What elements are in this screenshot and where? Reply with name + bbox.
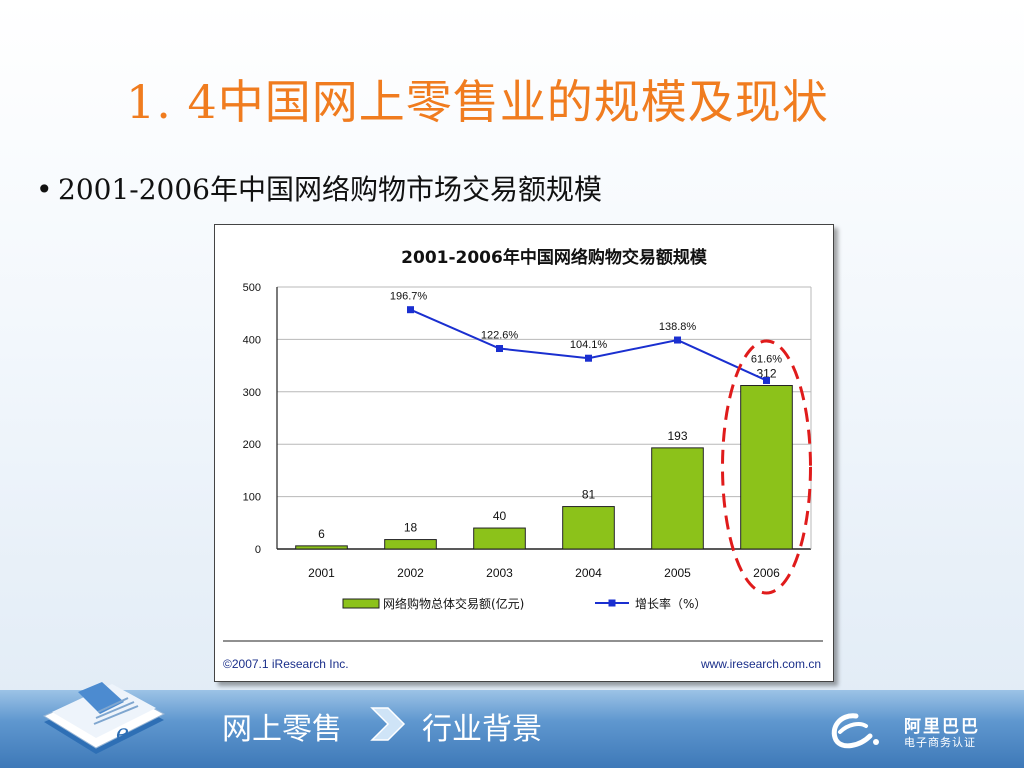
bullet-marker: • (36, 173, 53, 206)
x-tick-label: 2001 (308, 566, 335, 580)
y-tick-label: 200 (243, 439, 261, 451)
chevron-right-icon (370, 707, 406, 741)
breadcrumb-industry-background: 行业背景 (422, 712, 542, 747)
growth-rate-label: 196.7% (390, 291, 428, 303)
breadcrumb-online-retail: 网上零售 (222, 712, 342, 747)
chart-title: 2001-2006年中国网络购物交易额规模 (401, 247, 708, 268)
bar (384, 539, 437, 550)
growth-rate-label: 61.6% (751, 353, 782, 365)
bar (740, 385, 793, 550)
growth-rate-point (763, 376, 770, 384)
legend-bar-swatch (342, 598, 380, 609)
legend-bar-label: 网络购物总体交易额(亿元) (383, 596, 524, 611)
growth-rate-label: 122.6% (481, 330, 519, 342)
brand-name: 阿里巴巴 (904, 717, 980, 737)
alibaba-logo-icon (831, 713, 879, 749)
bar (651, 447, 704, 550)
book-icon: e (42, 682, 166, 754)
legend-line-marker (608, 599, 616, 607)
bar-value-label: 193 (667, 429, 687, 443)
growth-rate-point (496, 345, 503, 353)
bar-value-label: 40 (493, 509, 507, 523)
x-tick-label: 2003 (486, 566, 513, 580)
x-tick-label: 2006 (753, 566, 780, 580)
growth-rate-point (674, 336, 681, 344)
growth-rate-label: 138.8% (659, 321, 697, 333)
brand-subtitle: 电子商务认证 (904, 736, 976, 749)
chart-url: www.iresearch.com.cn (700, 657, 821, 671)
bar-value-label: 81 (582, 488, 596, 502)
x-tick-label: 2002 (397, 566, 424, 580)
y-tick-label: 400 (243, 334, 261, 346)
bar-value-label: 18 (404, 521, 418, 535)
bar-value-label: 6 (318, 527, 325, 541)
bullet-text: 2001-2006年中国网络购物市场交易额规模 (58, 173, 602, 206)
y-tick-label: 0 (255, 544, 261, 556)
bullet-item: • 2001-2006年中国网络购物市场交易额规模 (36, 168, 602, 208)
bar-line-chart: 2001-2006年中国网络购物交易额规模 0 100 200 300 400 500 6 20… (223, 247, 823, 642)
growth-rate-point (585, 354, 592, 362)
highlight-ellipse (721, 339, 812, 595)
y-tick-label: 500 (243, 282, 261, 294)
slide-title: 1. 4中国网上零售业的规模及现状 (126, 75, 829, 129)
growth-rate-label: 104.1% (570, 339, 608, 351)
chart-source: ©2007.1 iResearch Inc. (223, 657, 349, 671)
chart-frame: 2001-2006年中国网络购物交易额规模 0 100 200 300 400 500 6 20… (214, 224, 834, 682)
y-tick-label: 300 (243, 387, 261, 399)
x-tick-label: 2004 (575, 566, 602, 580)
footer-band (0, 690, 1024, 768)
svg-text:e: e (116, 721, 129, 746)
growth-rate-point (407, 306, 414, 314)
bar (473, 527, 526, 550)
x-tick-label: 2005 (664, 566, 691, 580)
bar (295, 545, 348, 550)
bar-value-label: 312 (756, 367, 776, 381)
legend-line-label: 增长率（%） (635, 596, 706, 611)
y-tick-label: 100 (243, 492, 261, 504)
bar (562, 506, 615, 550)
